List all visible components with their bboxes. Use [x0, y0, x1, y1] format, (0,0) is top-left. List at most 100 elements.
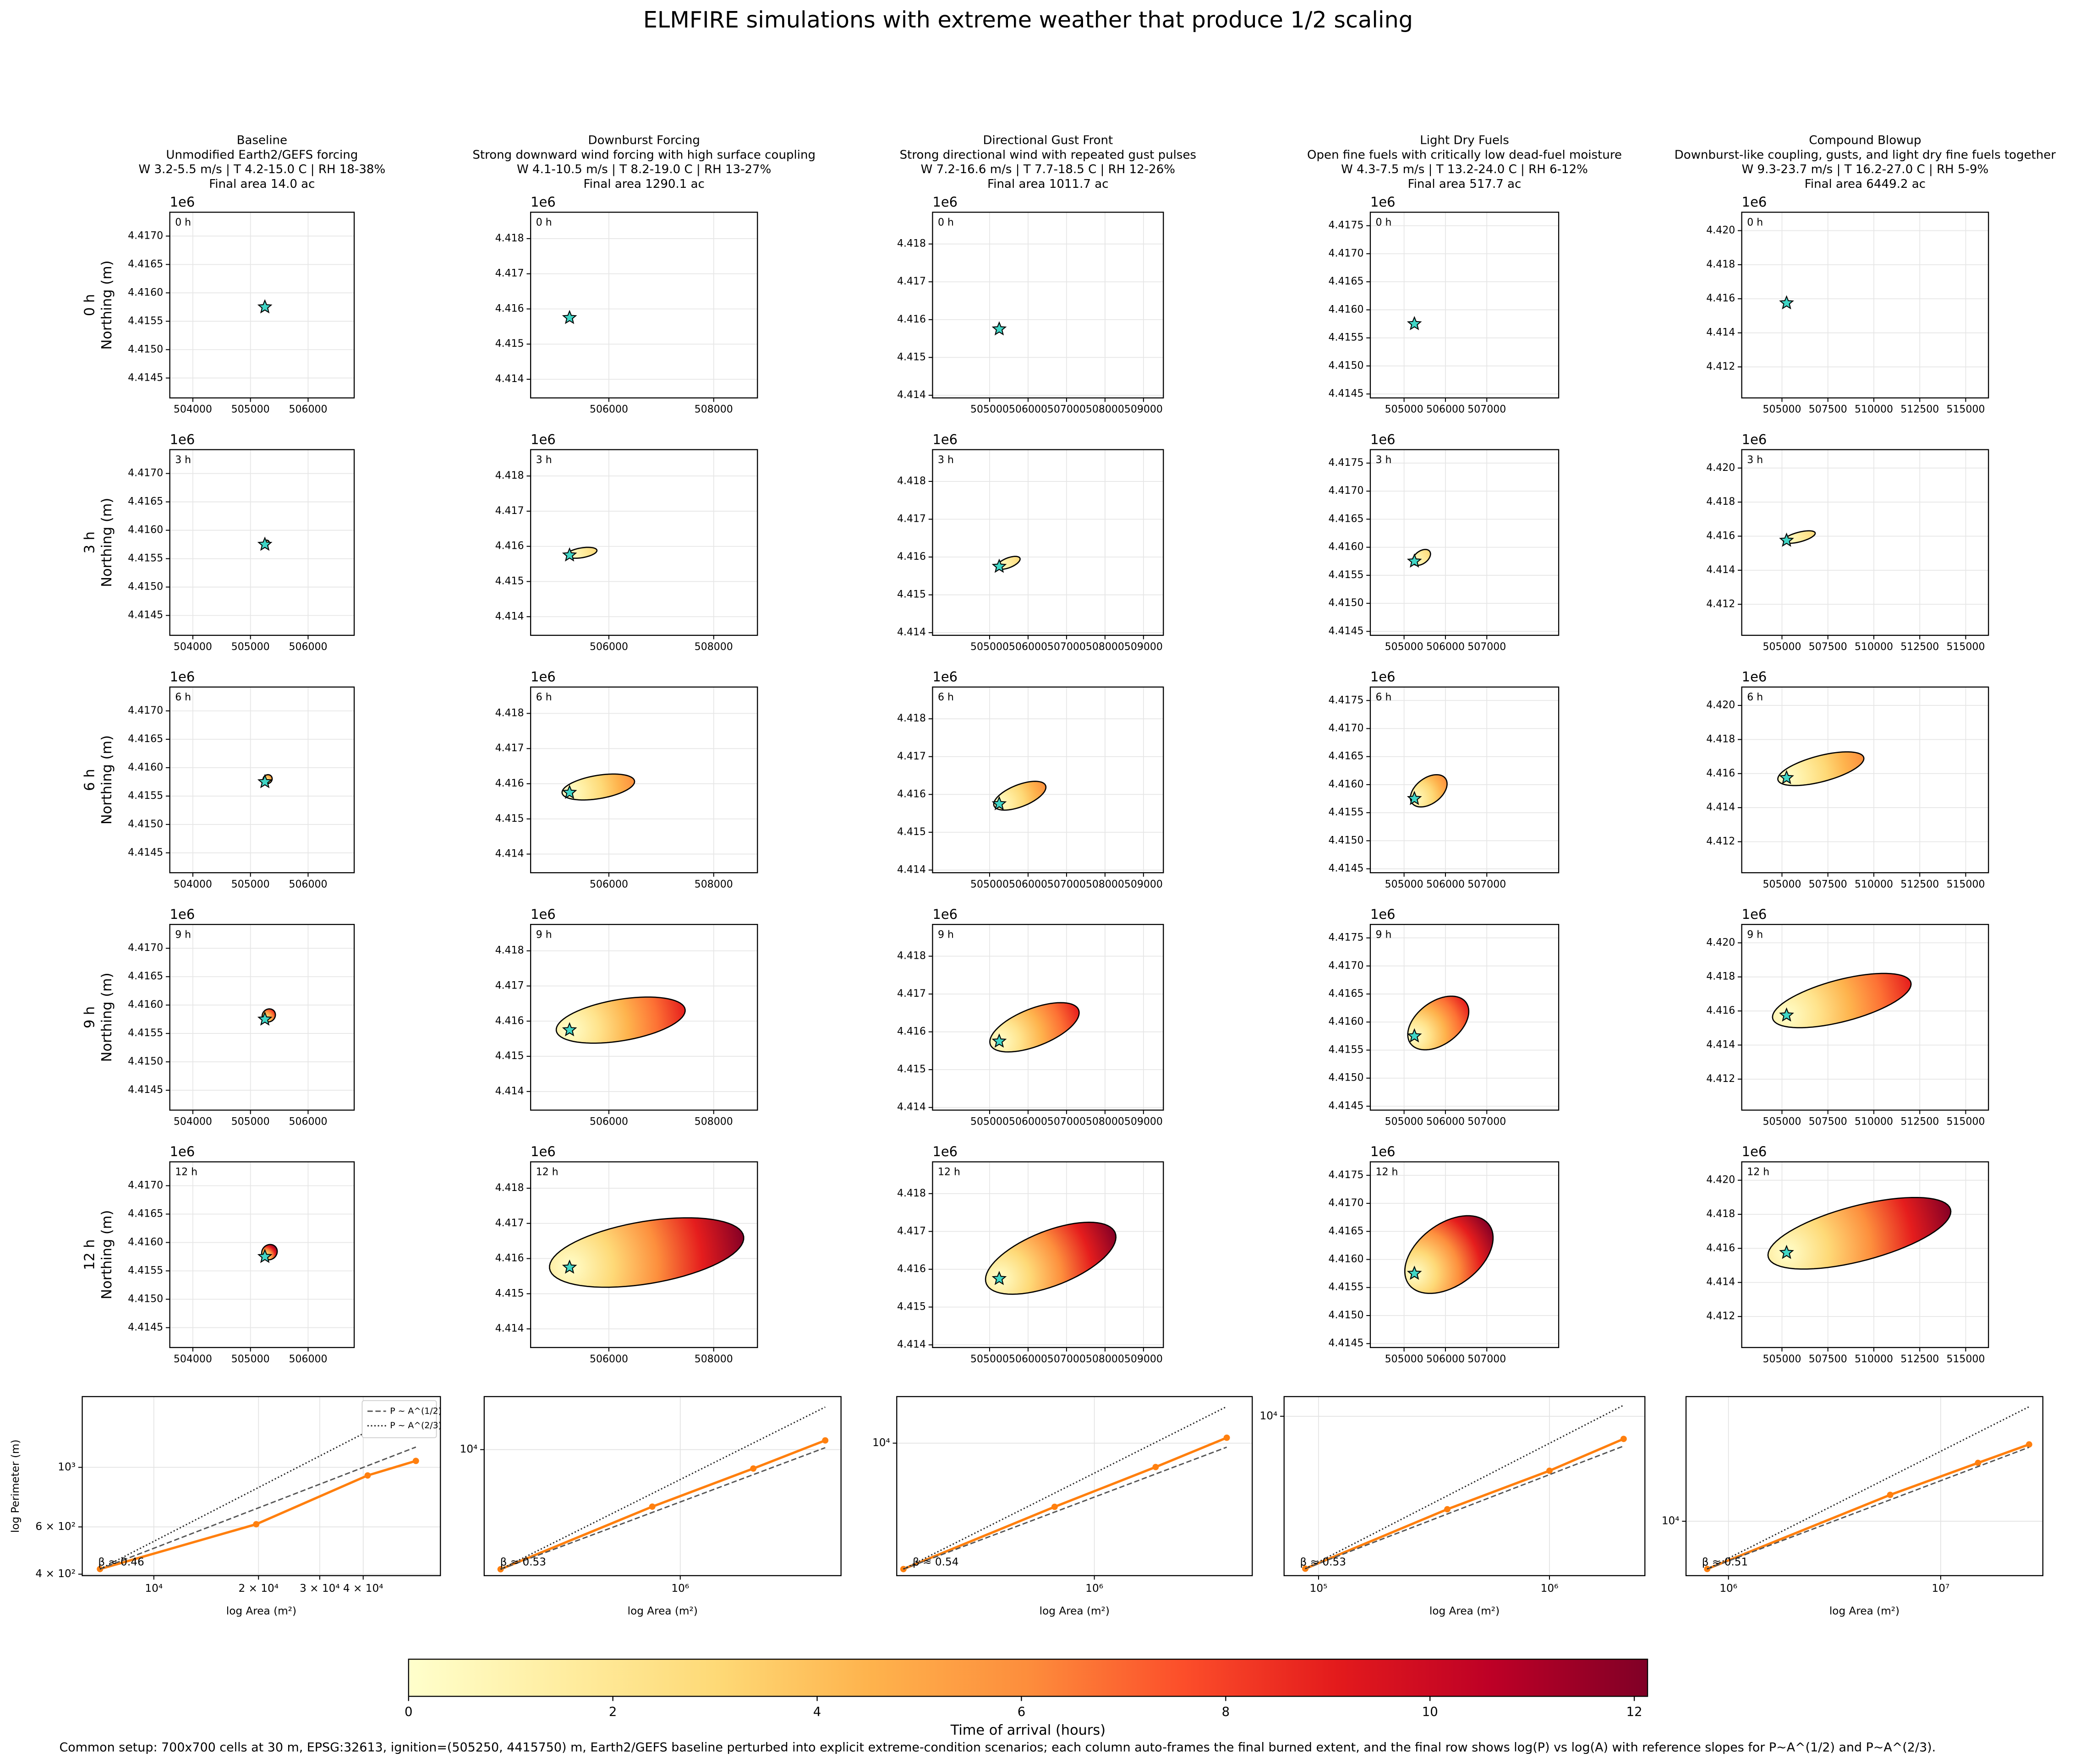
- y-tick-label: 4.420: [1706, 699, 1735, 711]
- x-tick-label: 10⁶: [671, 1583, 689, 1595]
- x-tick-label: 515000: [1947, 879, 1985, 890]
- slope-annotation: β ≈ 0.54: [913, 1556, 958, 1568]
- x-tick-label: 505000: [231, 404, 270, 415]
- y-tick-label: 4.414: [495, 1086, 524, 1097]
- plot-frame: [1685, 1396, 2044, 1576]
- y-tick-label: 4.4160: [128, 524, 163, 536]
- colorbar-tick-label: 12: [1626, 1704, 1642, 1719]
- panel-time-label: 9 h: [175, 929, 191, 940]
- map-frame: [932, 923, 1164, 1111]
- map-frame: [1369, 449, 1560, 636]
- x-tick-label: 505000: [1385, 1354, 1423, 1365]
- y-tick-label: 4.4150: [128, 1056, 163, 1067]
- x-tick-label: 507500: [1809, 404, 1847, 415]
- y-tick-label: 4.4165: [128, 971, 163, 982]
- series-line: [1305, 1437, 1624, 1570]
- x-tick-label: 506000: [1426, 641, 1465, 653]
- y-tick-label: 4.414: [897, 1102, 926, 1113]
- ignition-marker: [257, 1011, 273, 1026]
- ignition-marker: [257, 536, 273, 551]
- y-tick-label: 4.4145: [128, 1322, 163, 1333]
- y-tick-label: 4.4155: [128, 1265, 163, 1276]
- y-tick-label: 4.418: [1706, 971, 1735, 983]
- panel-time-label: 6 h: [1376, 692, 1392, 703]
- column-title: Final area 14.0 ac: [209, 177, 315, 191]
- ignition-marker: [1779, 770, 1794, 784]
- map-panel: [1370, 449, 1559, 635]
- y-tick-label: 4.4150: [1328, 835, 1363, 846]
- panel-time-label: 9 h: [536, 929, 552, 940]
- y-tick-label: 4.418: [897, 950, 926, 962]
- map-frame: [1741, 449, 1989, 636]
- ignition-marker: [257, 1249, 273, 1263]
- x-tick-label: 507000: [1047, 1116, 1086, 1128]
- plot-area: [1686, 1396, 2043, 1576]
- map-frame: [932, 686, 1164, 874]
- column-title: Downburst Forcing: [588, 133, 700, 147]
- y-tick-label: 4.4165: [1328, 513, 1363, 524]
- x-tick-label: 505000: [970, 1116, 1009, 1128]
- y-tick-label: 4.412: [1706, 598, 1735, 610]
- panel-time-label: 0 h: [536, 217, 552, 228]
- x-tick-label: 505000: [1385, 404, 1423, 415]
- y-tick-label: 4.417: [897, 1225, 926, 1237]
- y-tick-label: 6 × 10²: [35, 1521, 76, 1533]
- y-tick-label: 4.4145: [128, 372, 163, 383]
- y-tick-label: 4.420: [1706, 224, 1735, 236]
- y-tick-label: 4.418: [495, 707, 524, 719]
- x-tick-label: 10⁶: [1719, 1583, 1737, 1595]
- y-tick-label: 4.418: [495, 233, 524, 244]
- y-tick-label: 4.416: [495, 541, 524, 552]
- slope-annotation: β ≈ 0.53: [500, 1556, 546, 1568]
- x-tick-label: 506000: [590, 404, 628, 415]
- ignition-marker: [991, 558, 1007, 573]
- y-tick-label: 4.4170: [128, 1180, 163, 1191]
- y-tick-label: 4.4155: [128, 790, 163, 802]
- y-tick-label: 4.4155: [1328, 332, 1363, 344]
- x-tick-label: 515000: [1947, 404, 1985, 415]
- y-tick-label: 4.4150: [1328, 1072, 1363, 1084]
- x-tick-label: 507000: [1467, 879, 1506, 890]
- colorbar-tick-label: 8: [1222, 1704, 1230, 1719]
- legend-label: P ~ A^(2/3): [390, 1421, 442, 1431]
- x-tick-label: 507000: [1047, 1354, 1086, 1365]
- x-tick-label: 508000: [695, 404, 733, 415]
- map-frame: [1741, 1161, 1989, 1348]
- column-title: Baseline: [237, 133, 287, 147]
- y-tick-label: 4.4160: [128, 999, 163, 1010]
- fire-perimeter: [1404, 1215, 1494, 1294]
- x-tick-label: 504000: [174, 404, 212, 415]
- y-tick-label: 4.4160: [1328, 779, 1363, 790]
- x-tick-label: 508000: [1086, 1354, 1124, 1365]
- y-tick-label: 4.4170: [128, 468, 163, 479]
- data-point: [1546, 1467, 1553, 1474]
- y-tick-label: 4.417: [897, 276, 926, 287]
- y-tick-label: 4.418: [1706, 1208, 1735, 1220]
- fire-perimeter: [985, 1222, 1117, 1295]
- x-tick-label: 506000: [1009, 879, 1047, 890]
- y-tick-label: 4.4155: [128, 1027, 163, 1039]
- x-tick-label: 505000: [970, 879, 1009, 890]
- axis-offset: 1e6: [932, 194, 958, 210]
- x-tick-label: 505000: [1385, 879, 1423, 890]
- fire-perimeter: [993, 781, 1047, 811]
- reference-line: [500, 1447, 826, 1570]
- y-tick-label: 4.4165: [1328, 276, 1363, 287]
- x-tick-label: 504000: [174, 879, 212, 890]
- y-tick-label: 4.4155: [1328, 807, 1363, 818]
- x-tick-label: 509000: [1124, 879, 1163, 890]
- map-frame: [1369, 1161, 1560, 1348]
- x-axis-label: log Area (m²): [226, 1605, 296, 1617]
- y-tick-label: 4.412: [1706, 836, 1735, 847]
- ignition-marker: [562, 310, 577, 324]
- x-tick-label: 506000: [289, 641, 327, 653]
- axis-offset: 1e6: [170, 194, 195, 210]
- y-tick-label: 4.420: [1706, 937, 1735, 948]
- y-tick-label: 4.416: [495, 778, 524, 789]
- y-tick-label: 4.4170: [128, 705, 163, 716]
- x-tick-label: 507500: [1809, 1116, 1847, 1128]
- y-tick-label: 4.414: [897, 627, 926, 638]
- fire-perimeter: [1772, 972, 1912, 1028]
- footnote: Common setup: 700x700 cells at 30 m, EPS…: [59, 1741, 1936, 1755]
- x-tick-label: 505000: [231, 879, 270, 890]
